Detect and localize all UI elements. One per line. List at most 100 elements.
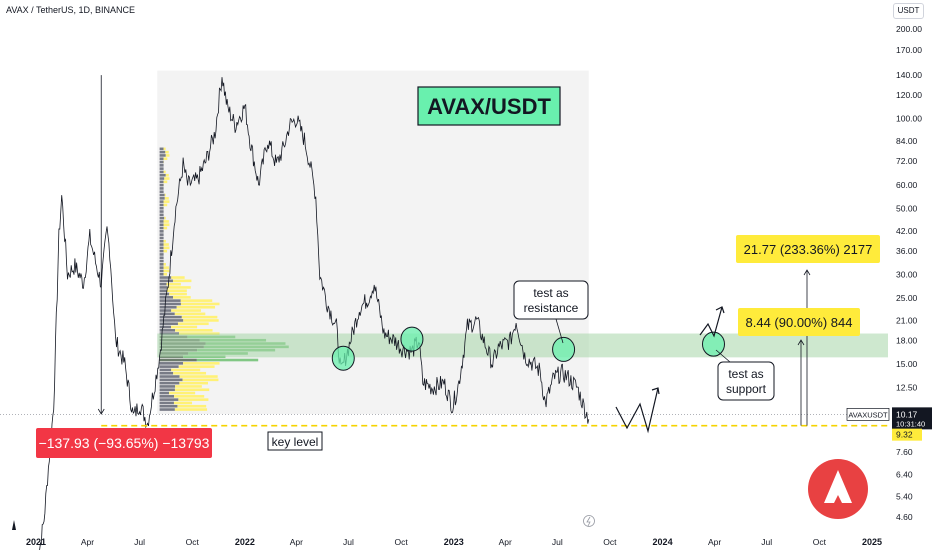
drawdown-label-box (36, 428, 212, 458)
volume-profile-bar (159, 167, 164, 170)
currency-badge[interactable]: USDT (893, 3, 924, 19)
volume-profile-bar (159, 233, 164, 236)
key-zone (157, 333, 888, 358)
volume-profile-bar (159, 388, 175, 392)
support-callout-line2: support (726, 382, 767, 396)
volume-profile-bar (177, 404, 207, 408)
volume-profile-bar (159, 253, 164, 256)
volume-profile-bar (171, 368, 201, 372)
current-price-symbol-tag (846, 408, 890, 421)
volume-profile-bar (163, 180, 168, 184)
volume-profile-bar (174, 395, 205, 398)
volume-profile-bar (159, 170, 164, 174)
volume-profile-bar (159, 312, 175, 316)
volume-profile-bar (169, 391, 196, 395)
volume-profile-bar (163, 200, 170, 203)
volume-profile-bar (159, 263, 164, 266)
target2-label: 21.77 (233.36%) 2177 (744, 242, 873, 257)
y-tick-label: 50.00 (896, 203, 918, 213)
volume-profile-bar (196, 358, 259, 362)
resistance-callout-pointer (555, 318, 564, 344)
target1-arrow-head (797, 339, 805, 346)
current-price-countdown: 10:31:40 (896, 419, 925, 428)
x-tick-label: Jul (343, 537, 354, 547)
volume-profile-bar (159, 164, 164, 167)
volume-profile-bar (159, 305, 177, 309)
volume-profile-bar (159, 378, 183, 382)
y-tick-label: 120.00 (896, 90, 922, 100)
volume-profile-bar (159, 213, 164, 217)
key-level-price-tag (892, 428, 922, 441)
volume-profile-bar (159, 319, 184, 322)
y-tick-label: 6.40 (896, 469, 913, 479)
title-box-label: AVAX/USDT (427, 94, 551, 119)
y-tick-label: 21.00 (896, 316, 918, 326)
x-tick-label: Oct (813, 537, 827, 547)
volume-profile-bar (159, 183, 164, 187)
volume-profile-bar (159, 282, 167, 286)
volume-profile-bar (183, 362, 220, 365)
volume-profile-bar (179, 375, 218, 378)
y-tick-label: 200.00 (896, 24, 922, 34)
volume-profile-bar (164, 216, 166, 220)
volume-profile-bar (159, 187, 164, 190)
volume-profile-bar (159, 259, 164, 263)
volume-profile-bar (159, 150, 166, 154)
volume-profile-bar (172, 279, 192, 283)
support-test-circle-2 (701, 331, 725, 357)
x-tick-label: Jul (552, 537, 563, 547)
volume-profile-bar (159, 249, 164, 253)
y-tick-label: 170.00 (896, 45, 922, 55)
volume-profile-bar (173, 401, 193, 405)
x-tick-label: Jul (761, 537, 772, 547)
volume-profile-bar (159, 190, 164, 194)
volume-profile-bar (159, 246, 164, 250)
volume-profile-bar (183, 319, 219, 322)
x-tick-label: 2025 (862, 537, 882, 547)
volume-profile-bar (159, 385, 176, 388)
volume-profile-bar (159, 309, 172, 312)
volume-profile-bar (159, 272, 164, 276)
volume-profile-bar (159, 286, 168, 289)
volume-profile-bar (159, 315, 182, 319)
volume-profile-bar (163, 272, 167, 276)
avax-logo-triangle-icon (824, 470, 852, 503)
volume-profile-bar (163, 263, 166, 266)
x-tick-label: 2021 (26, 537, 46, 547)
volume-profile-bar (159, 206, 164, 210)
volume-profile-bar (171, 309, 201, 312)
volume-profile-bar (159, 197, 165, 200)
volume-profile-bar (165, 150, 169, 154)
volume-profile-bar (163, 157, 168, 161)
volume-profile-bar (179, 381, 208, 385)
volume-profile-bar (159, 276, 172, 279)
volume-profile-bar (159, 220, 164, 223)
x-tick-label: Apr (708, 537, 721, 547)
volume-profile-bar (159, 408, 175, 411)
target2-label-box (736, 235, 880, 263)
y-tick-label: 140.00 (896, 70, 922, 80)
target2-arrow-head (803, 269, 811, 276)
support-callout-line1: test as (728, 367, 763, 381)
volume-profile-bar (159, 279, 173, 283)
volume-profile-bar (159, 269, 164, 273)
x-tick-label: Jul (134, 537, 145, 547)
left-marker-icon (12, 520, 16, 530)
volume-profile-bar (163, 269, 170, 273)
resistance-callout-box (513, 280, 589, 320)
volume-profile-bar (159, 200, 164, 203)
volume-profile-bar (159, 391, 170, 395)
chart-header-symbol: AVAX / TetherUS, 1D, BINANCE (6, 5, 136, 15)
y-tick-label: 36.00 (896, 246, 918, 256)
y-tick-label: 15.00 (896, 359, 918, 369)
y-tick-label: 30.00 (896, 269, 918, 279)
volume-profile-bar (163, 147, 166, 151)
volume-profile-bar (159, 160, 164, 164)
volume-profile-bar (159, 223, 164, 227)
volume-profile-bar (176, 305, 216, 309)
volume-profile-bar (159, 329, 176, 332)
volume-profile-bar (159, 401, 174, 405)
y-tick-label: 5.40 (896, 491, 913, 501)
volume-profile-bar (163, 249, 168, 253)
